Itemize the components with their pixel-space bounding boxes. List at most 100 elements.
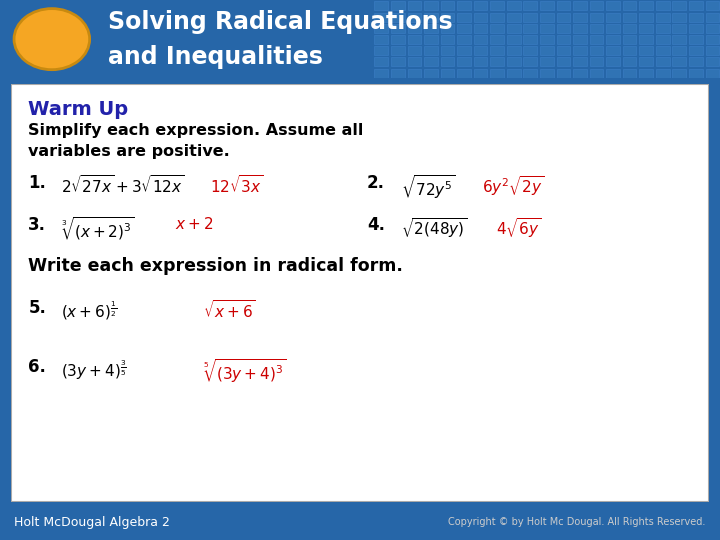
FancyBboxPatch shape <box>656 69 670 78</box>
FancyBboxPatch shape <box>689 24 703 33</box>
FancyBboxPatch shape <box>523 35 537 44</box>
FancyBboxPatch shape <box>656 12 670 22</box>
FancyBboxPatch shape <box>639 24 653 33</box>
FancyBboxPatch shape <box>557 12 570 22</box>
FancyBboxPatch shape <box>408 46 421 55</box>
FancyBboxPatch shape <box>490 69 504 78</box>
Text: Holt McDougal Algebra 2: Holt McDougal Algebra 2 <box>14 516 170 529</box>
Text: Simplify each expression. Assume all: Simplify each expression. Assume all <box>28 124 364 138</box>
FancyBboxPatch shape <box>441 69 454 78</box>
FancyBboxPatch shape <box>639 46 653 55</box>
Text: 3.: 3. <box>28 215 46 233</box>
FancyBboxPatch shape <box>441 12 454 22</box>
Text: 1.: 1. <box>28 174 46 192</box>
Text: 2.: 2. <box>367 174 385 192</box>
FancyBboxPatch shape <box>474 46 487 55</box>
Text: 5.: 5. <box>28 299 46 317</box>
FancyBboxPatch shape <box>656 24 670 33</box>
FancyBboxPatch shape <box>606 35 620 44</box>
FancyBboxPatch shape <box>457 35 471 44</box>
FancyBboxPatch shape <box>573 12 587 22</box>
FancyBboxPatch shape <box>391 69 405 78</box>
FancyBboxPatch shape <box>639 2 653 10</box>
FancyBboxPatch shape <box>540 69 554 78</box>
FancyBboxPatch shape <box>11 84 709 502</box>
FancyBboxPatch shape <box>424 69 438 78</box>
FancyBboxPatch shape <box>706 35 719 44</box>
FancyBboxPatch shape <box>408 69 421 78</box>
FancyBboxPatch shape <box>474 35 487 44</box>
FancyBboxPatch shape <box>408 12 421 22</box>
FancyBboxPatch shape <box>706 2 719 10</box>
FancyBboxPatch shape <box>672 2 686 10</box>
FancyBboxPatch shape <box>507 35 521 44</box>
FancyBboxPatch shape <box>540 57 554 66</box>
FancyBboxPatch shape <box>689 35 703 44</box>
Text: Copyright © by Holt Mc Dougal. All Rights Reserved.: Copyright © by Holt Mc Dougal. All Right… <box>449 517 706 528</box>
FancyBboxPatch shape <box>590 12 603 22</box>
Text: Solving Radical Equations: Solving Radical Equations <box>108 10 453 34</box>
Text: $(x+6)^{\frac{1}{2}}$: $(x+6)^{\frac{1}{2}}$ <box>61 299 117 322</box>
FancyBboxPatch shape <box>639 69 653 78</box>
FancyBboxPatch shape <box>490 35 504 44</box>
FancyBboxPatch shape <box>523 69 537 78</box>
Text: and Inequalities: and Inequalities <box>108 45 323 69</box>
FancyBboxPatch shape <box>557 35 570 44</box>
FancyBboxPatch shape <box>557 57 570 66</box>
FancyBboxPatch shape <box>623 35 636 44</box>
Text: $12\sqrt{3x}$: $12\sqrt{3x}$ <box>210 174 264 195</box>
FancyBboxPatch shape <box>374 24 388 33</box>
Text: $x+2$: $x+2$ <box>175 215 213 232</box>
FancyBboxPatch shape <box>507 12 521 22</box>
FancyBboxPatch shape <box>507 69 521 78</box>
FancyBboxPatch shape <box>706 12 719 22</box>
FancyBboxPatch shape <box>490 24 504 33</box>
FancyBboxPatch shape <box>689 12 703 22</box>
FancyBboxPatch shape <box>672 12 686 22</box>
Text: $(3y+4)^{\frac{3}{5}}$: $(3y+4)^{\frac{3}{5}}$ <box>61 358 127 382</box>
FancyBboxPatch shape <box>523 57 537 66</box>
FancyBboxPatch shape <box>474 12 487 22</box>
FancyBboxPatch shape <box>656 35 670 44</box>
FancyBboxPatch shape <box>391 12 405 22</box>
FancyBboxPatch shape <box>457 2 471 10</box>
FancyBboxPatch shape <box>540 46 554 55</box>
FancyBboxPatch shape <box>706 57 719 66</box>
FancyBboxPatch shape <box>457 57 471 66</box>
FancyBboxPatch shape <box>573 35 587 44</box>
FancyBboxPatch shape <box>656 2 670 10</box>
FancyBboxPatch shape <box>606 69 620 78</box>
FancyBboxPatch shape <box>490 57 504 66</box>
FancyBboxPatch shape <box>623 46 636 55</box>
FancyBboxPatch shape <box>408 57 421 66</box>
FancyBboxPatch shape <box>606 46 620 55</box>
FancyBboxPatch shape <box>672 35 686 44</box>
FancyBboxPatch shape <box>408 35 421 44</box>
Text: $\sqrt{2(48y)}$: $\sqrt{2(48y)}$ <box>400 215 467 240</box>
FancyBboxPatch shape <box>374 12 388 22</box>
FancyBboxPatch shape <box>490 46 504 55</box>
FancyBboxPatch shape <box>590 69 603 78</box>
Text: $2\sqrt{27x} + 3\sqrt{12x}$: $2\sqrt{27x} + 3\sqrt{12x}$ <box>61 174 184 195</box>
FancyBboxPatch shape <box>391 24 405 33</box>
FancyBboxPatch shape <box>557 46 570 55</box>
Ellipse shape <box>14 9 89 70</box>
FancyBboxPatch shape <box>573 57 587 66</box>
FancyBboxPatch shape <box>523 24 537 33</box>
FancyBboxPatch shape <box>424 12 438 22</box>
FancyBboxPatch shape <box>490 12 504 22</box>
FancyBboxPatch shape <box>391 2 405 10</box>
FancyBboxPatch shape <box>507 46 521 55</box>
FancyBboxPatch shape <box>374 57 388 66</box>
FancyBboxPatch shape <box>606 24 620 33</box>
Text: $4\sqrt{6y}$: $4\sqrt{6y}$ <box>496 215 541 240</box>
FancyBboxPatch shape <box>639 35 653 44</box>
FancyBboxPatch shape <box>424 46 438 55</box>
FancyBboxPatch shape <box>441 35 454 44</box>
FancyBboxPatch shape <box>573 24 587 33</box>
FancyBboxPatch shape <box>474 2 487 10</box>
Text: $\sqrt[5]{(3y+4)^3}$: $\sqrt[5]{(3y+4)^3}$ <box>203 358 287 385</box>
FancyBboxPatch shape <box>523 2 537 10</box>
FancyBboxPatch shape <box>590 46 603 55</box>
FancyBboxPatch shape <box>706 24 719 33</box>
